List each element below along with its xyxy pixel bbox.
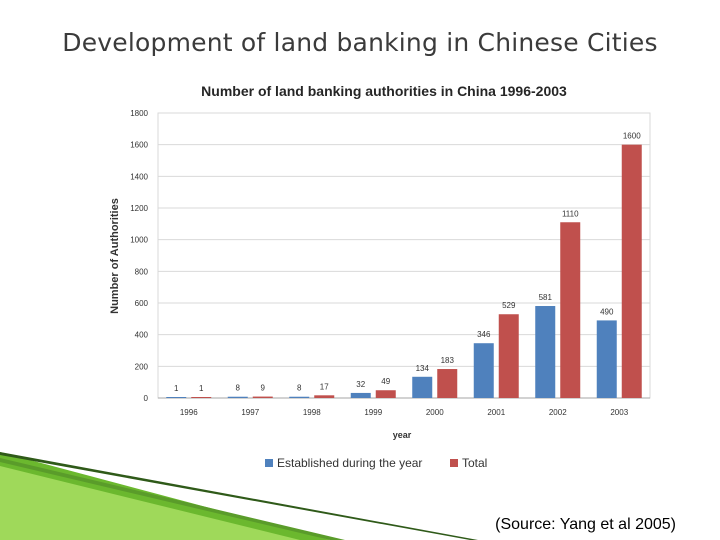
- bar-established: [412, 376, 433, 398]
- bar-total: [437, 369, 458, 398]
- data-label-established: 8: [297, 384, 302, 393]
- data-label-total: 17: [320, 382, 329, 391]
- data-label-established: 134: [416, 364, 430, 373]
- y-tick-label: 1800: [130, 109, 148, 118]
- bar-total: [191, 397, 212, 398]
- bars: [166, 144, 642, 398]
- data-label-total: 9: [261, 384, 266, 393]
- y-tick-label: 400: [135, 331, 149, 340]
- data-label-established: 32: [356, 380, 365, 389]
- data-labels: 1 1 8 9 8 17 32 49 134 183 346 529 581 1110 490 1600: [174, 132, 641, 393]
- y-tick-label: 200: [135, 362, 149, 371]
- bar-established: [227, 396, 248, 398]
- legend-swatch-established: [265, 459, 273, 467]
- bar-established: [535, 306, 556, 398]
- x-axis-label: year: [393, 430, 412, 440]
- y-tick-label: 1400: [130, 172, 148, 181]
- legend-swatch-total: [450, 459, 458, 467]
- corner-swoosh-decoration: [0, 452, 478, 540]
- bar-established: [473, 343, 494, 398]
- bar-total: [560, 222, 581, 398]
- data-label-total: 183: [441, 356, 455, 365]
- y-tick-label: 1000: [130, 236, 148, 245]
- y-tick-label: 1200: [130, 204, 148, 213]
- bar-total: [498, 314, 519, 398]
- data-label-total: 1600: [623, 132, 641, 141]
- x-tick-label: 2001: [487, 408, 505, 417]
- y-tick-label: 0: [144, 394, 149, 403]
- bar-established: [596, 320, 617, 398]
- x-tick-label: 2003: [610, 408, 628, 417]
- bar-established: [350, 392, 371, 398]
- x-tick-label: 1997: [241, 408, 259, 417]
- source-note: (Source: Yang et al 2005): [495, 516, 676, 533]
- legend-label-established: Established during the year: [277, 456, 422, 470]
- legend-label-total: Total: [462, 456, 487, 470]
- data-label-total: 529: [502, 301, 516, 310]
- data-label-established: 346: [477, 330, 491, 339]
- data-label-established: 8: [236, 384, 241, 393]
- y-tick-label: 800: [135, 267, 149, 276]
- data-label-total: 49: [381, 377, 390, 386]
- bar-established: [289, 396, 310, 398]
- legend: Established during the year Total: [265, 456, 487, 470]
- bar-total: [314, 395, 335, 398]
- x-tick-labels: 1996 1997 1998 1999 2000 2001 2002 2003: [180, 408, 629, 417]
- data-label-total: 1: [199, 384, 204, 393]
- bar-total: [375, 390, 396, 398]
- x-tick-label: 1996: [180, 408, 198, 417]
- x-tick-label: 2000: [426, 408, 444, 417]
- data-label-established: 490: [600, 307, 614, 316]
- data-label-established: 1: [174, 384, 179, 393]
- y-tick-labels: 0 200 400 600 800 1000 1200 1400 1600 1800: [130, 109, 148, 403]
- data-label-total: 1110: [562, 209, 579, 218]
- chart-title: Number of land banking authorities in Ch…: [201, 83, 567, 99]
- slide-title: Development of land banking in Chinese C…: [62, 28, 658, 57]
- x-tick-label: 2002: [549, 408, 567, 417]
- x-tick-label: 1999: [364, 408, 382, 417]
- y-axis-label: Number of Authorities: [109, 198, 121, 314]
- bar-total: [621, 144, 642, 398]
- y-tick-label: 1600: [130, 141, 148, 150]
- data-label-established: 581: [539, 293, 553, 302]
- bar-established: [166, 397, 187, 398]
- y-tick-label: 600: [135, 299, 149, 308]
- bar-total: [252, 396, 273, 398]
- x-tick-label: 1998: [303, 408, 321, 417]
